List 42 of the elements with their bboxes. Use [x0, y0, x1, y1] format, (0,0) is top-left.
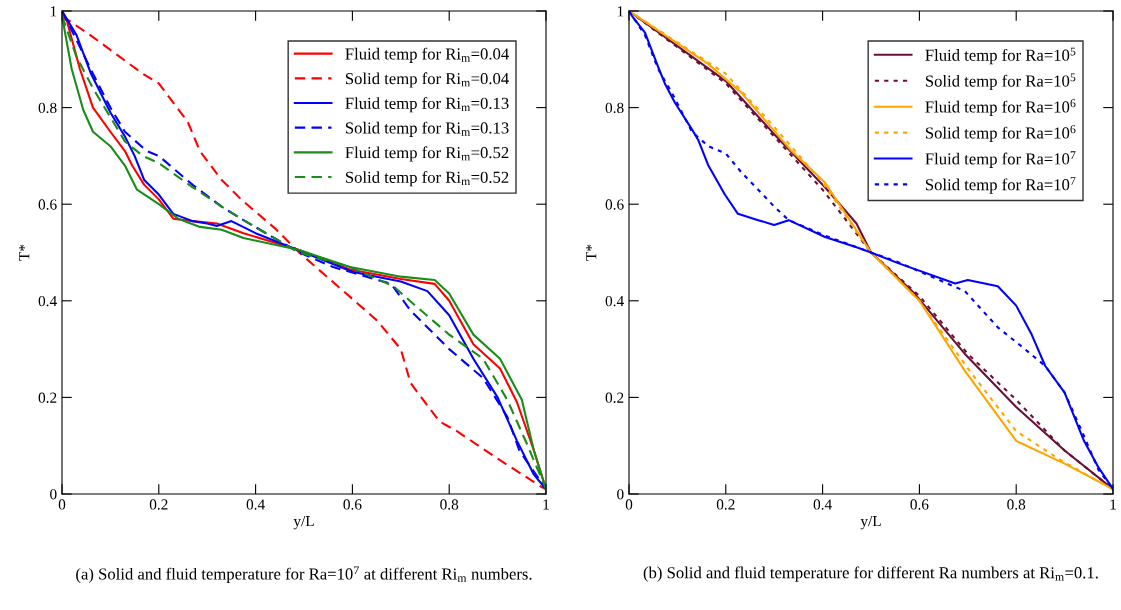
x-tick-label: 0.6 [910, 499, 929, 510]
x-tick-label: 0.6 [343, 499, 362, 510]
legend-label: Fluid temp for Ri$_{m}$=0.13 [345, 97, 509, 113]
text: (b) Solid and fluid temperature for different Ra numbers at Ri$_{m}$=0.1. [643, 566, 1098, 582]
legend-label: Solid temp for Ra=10$^{7}$ [925, 177, 1076, 194]
legend-label: Fluid temp for Ra=10$^{5}$ [925, 47, 1076, 65]
legend-label: Solid temp for Ri$_{m}$=0.52 [345, 171, 509, 187]
x-tick-label: 1 [1110, 499, 1116, 510]
y-tick-label: 0.6 [38, 199, 57, 210]
y-tick-label: 0 [50, 489, 57, 500]
y-tick-label: 0.2 [605, 392, 624, 403]
y-tick-label: 0.8 [38, 102, 57, 114]
y-tick-label: 1 [617, 6, 624, 17]
y-tick-label: 0.8 [605, 102, 624, 114]
legend-label: Solid temp for Ri$_{m}$=0.13 [345, 121, 509, 137]
x-tick-label: 0 [625, 499, 633, 510]
x-tick-label: 0.2 [149, 499, 168, 510]
y-tick-label: 0.4 [38, 295, 57, 307]
x-tick-label: 1 [543, 499, 549, 510]
legend-label: Fluid temp for Ri$_{m}$=0.52 [345, 146, 509, 162]
x-tick-label: 0.8 [440, 499, 459, 510]
legend-label: Solid temp for Ra=10$^{5}$ [925, 73, 1076, 91]
x-tick-label: 0.4 [813, 499, 832, 510]
x-tick-label: 0.2 [716, 499, 735, 510]
legend-label: Fluid temp for Ri$_{m}$=0.04 [345, 47, 509, 63]
y-tick-label: 1 [50, 6, 57, 17]
x-tick-label: 0.4 [246, 499, 265, 510]
x-tick-label: 0 [58, 499, 66, 510]
x-tick-label: 0.8 [1007, 499, 1026, 510]
legend-label: Fluid temp for Ra=10$^{6}$ [925, 99, 1076, 116]
y-axis-title: T* [586, 244, 597, 261]
text: (a) Solid and fluid temperature for Ra=10$^{7}$ at different Ri$_{m}$ numbers. [76, 566, 532, 583]
legend-label: Solid temp for Ri$_{m}$=0.04 [345, 72, 509, 88]
y-tick-label: 0 [617, 489, 624, 500]
legend-label: Fluid temp for Ra=10$^{7}$ [925, 151, 1076, 168]
y-tick-label: 0.2 [38, 392, 57, 403]
y-tick-label: 0.6 [605, 199, 624, 210]
x-axis-title: y/L [860, 515, 881, 530]
x-axis-title: y/L [293, 515, 314, 530]
y-tick-label: 0.4 [605, 295, 624, 307]
legend-label: Solid temp for Ra=10$^{6}$ [925, 125, 1076, 142]
y-axis-title: T* [19, 244, 30, 261]
